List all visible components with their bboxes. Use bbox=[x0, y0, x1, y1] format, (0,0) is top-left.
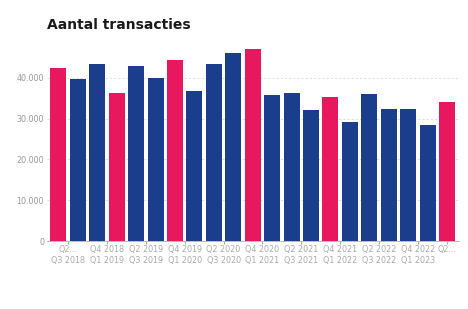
Bar bbox=[284, 93, 300, 241]
Bar bbox=[264, 95, 280, 241]
Bar bbox=[167, 60, 183, 241]
Bar bbox=[206, 64, 222, 241]
Bar bbox=[342, 122, 358, 241]
Bar bbox=[128, 66, 144, 241]
Bar bbox=[70, 79, 86, 241]
Bar bbox=[225, 53, 241, 241]
Bar bbox=[303, 110, 319, 241]
Bar bbox=[322, 97, 338, 241]
Bar bbox=[109, 93, 124, 241]
Bar bbox=[400, 109, 416, 241]
Bar bbox=[439, 102, 455, 241]
Bar bbox=[361, 94, 377, 241]
Bar bbox=[245, 49, 261, 241]
Bar bbox=[147, 78, 163, 241]
Bar bbox=[381, 109, 397, 241]
Bar bbox=[420, 125, 436, 241]
Bar bbox=[89, 64, 105, 241]
Text: Aantal transacties: Aantal transacties bbox=[47, 18, 190, 32]
Bar bbox=[186, 91, 202, 241]
Bar bbox=[51, 68, 66, 241]
